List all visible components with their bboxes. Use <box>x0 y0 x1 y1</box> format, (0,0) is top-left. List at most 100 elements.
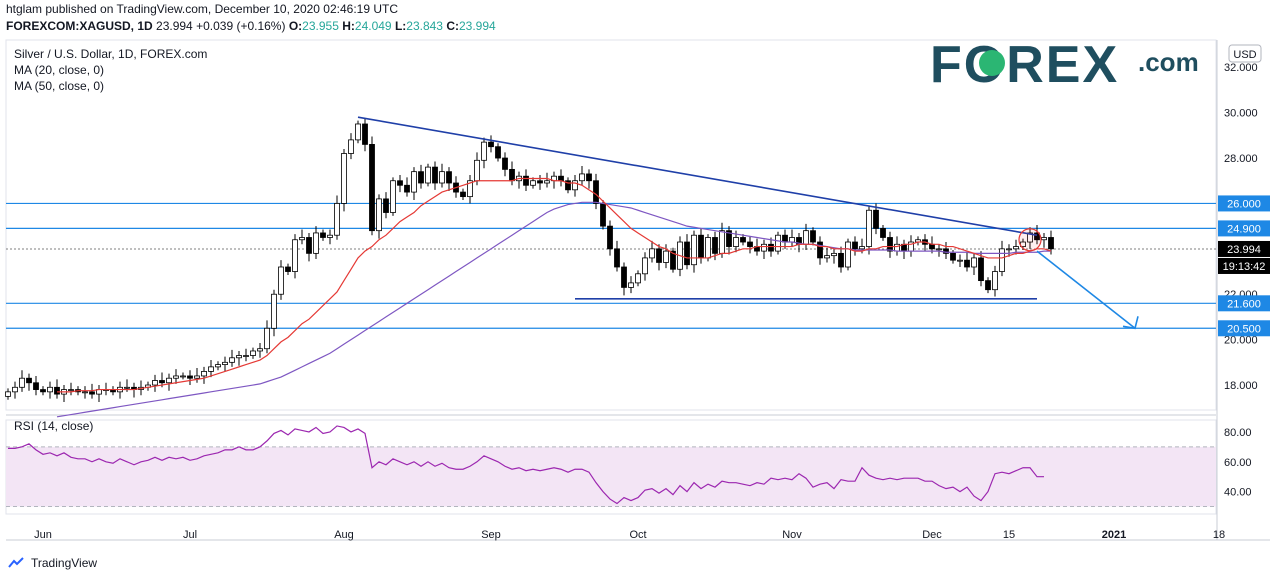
candle-body <box>152 380 158 386</box>
candle-body <box>194 375 200 379</box>
y-tick-label: 30.000 <box>1224 108 1258 120</box>
candle-body <box>54 386 60 395</box>
candle <box>558 169 564 187</box>
x-tick-label: Oct <box>629 529 646 541</box>
candle-body <box>334 203 340 236</box>
candle-body <box>789 237 795 243</box>
candle <box>943 242 949 260</box>
candle <box>425 163 431 187</box>
candle-body <box>390 180 396 213</box>
candle-body <box>978 257 984 282</box>
candle-body <box>894 243 900 252</box>
level-label: 24.900 <box>1227 223 1261 235</box>
legend: Silver / U.S. Dollar, 1D, FOREX.com MA (2… <box>14 47 207 433</box>
candle-body <box>887 237 893 252</box>
countdown-label: 19:13:42 <box>1223 261 1266 273</box>
candle-body <box>425 166 431 184</box>
candle-body <box>824 255 830 259</box>
candle-body <box>495 146 501 159</box>
candle-body <box>964 259 970 268</box>
candle <box>523 169 529 191</box>
candle-body <box>740 237 746 243</box>
x-tick-label: 2021 <box>1102 529 1126 541</box>
candle <box>607 220 613 256</box>
candle-body <box>243 355 249 357</box>
candle <box>348 133 354 160</box>
candle <box>586 169 592 189</box>
candle-body <box>936 248 942 251</box>
candle <box>250 347 256 359</box>
candle-body <box>656 248 662 263</box>
candle <box>292 234 298 279</box>
candle <box>691 230 697 273</box>
candle <box>362 118 368 152</box>
candle-body <box>278 266 284 295</box>
candle-body <box>362 123 368 145</box>
candle-body <box>187 375 193 379</box>
candle <box>432 161 438 190</box>
candle <box>516 171 522 189</box>
x-tick-label: Jul <box>183 529 197 541</box>
candle-body <box>1006 248 1012 251</box>
candle <box>180 372 186 380</box>
candle <box>817 236 823 265</box>
candle <box>761 239 767 260</box>
candle-body <box>40 389 46 393</box>
candle <box>411 167 417 201</box>
candle <box>726 226 732 255</box>
candle <box>19 370 25 392</box>
candle <box>208 360 214 378</box>
candle <box>544 172 550 188</box>
candle-body <box>635 273 641 284</box>
current-price-label: 23.994 <box>1227 244 1261 256</box>
ohlc-header: FOREXCOM:XAGUSD, 1D 23.994 +0.039 (+0.16… <box>6 19 496 33</box>
candle-body <box>439 171 445 184</box>
legend-rsi: RSI (14, close) <box>14 419 93 433</box>
candle-body <box>299 237 305 241</box>
candle-body <box>670 250 676 270</box>
candle-body <box>572 180 578 191</box>
candle-body <box>733 237 739 247</box>
rsi-line <box>8 425 1044 505</box>
last-price: 23.994 <box>156 19 193 33</box>
candle <box>201 366 207 384</box>
tradingview-footer[interactable]: TradingView <box>8 556 97 570</box>
current-price-tag <box>1218 240 1270 257</box>
candle <box>852 236 858 256</box>
candle <box>460 188 466 201</box>
candle <box>593 173 599 210</box>
candle-body <box>649 248 655 259</box>
candle-body <box>285 266 291 272</box>
candle <box>600 200 606 230</box>
candle-body <box>684 241 690 266</box>
candle <box>110 386 116 396</box>
candle <box>845 238 851 271</box>
open-value: 23.955 <box>302 19 339 33</box>
candle <box>299 229 305 245</box>
ma50-line <box>56 201 1051 418</box>
candle-body <box>768 243 774 252</box>
candle-body <box>418 171 424 184</box>
candle <box>642 252 648 281</box>
candle-body <box>397 180 403 186</box>
candle-body <box>992 271 998 291</box>
candle-body <box>880 228 886 238</box>
symbol-label: FOREXCOM:XAGUSD, 1D <box>6 19 153 33</box>
candle-body <box>432 166 438 184</box>
candle <box>628 276 634 294</box>
candle <box>866 205 872 255</box>
candle <box>152 374 158 392</box>
candle <box>810 227 816 246</box>
level-tag <box>1218 220 1270 237</box>
candle <box>537 175 543 190</box>
price-change: +0.039 (+0.16%) <box>196 19 286 33</box>
candle <box>530 177 536 189</box>
candle <box>327 229 333 245</box>
candle <box>334 195 340 240</box>
candle <box>229 349 235 367</box>
candle-body <box>957 259 963 262</box>
candle-body <box>306 237 312 254</box>
candle-body <box>1048 237 1054 250</box>
candle-body <box>180 375 186 378</box>
